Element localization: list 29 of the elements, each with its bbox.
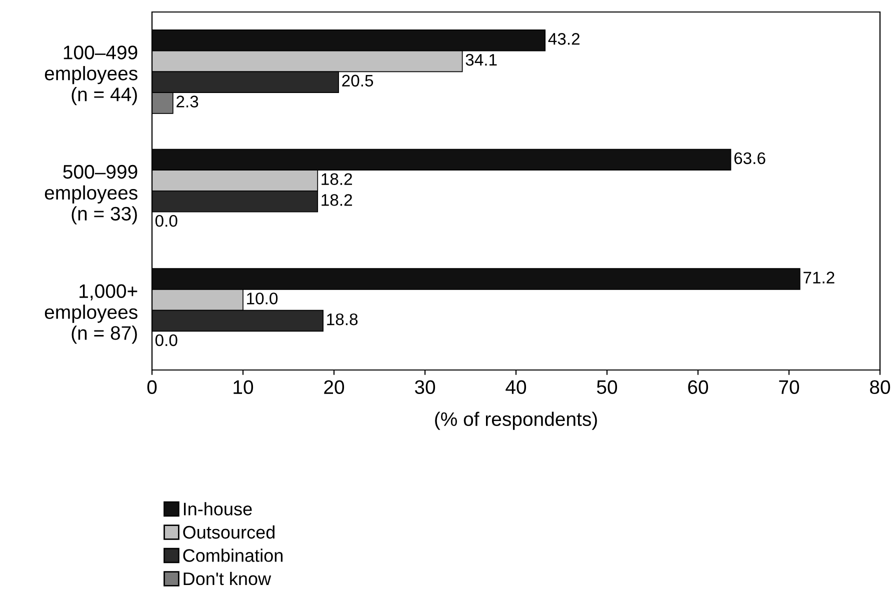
x-tick-label: 50 bbox=[596, 380, 618, 394]
x-tick-label: 0 bbox=[147, 380, 157, 394]
data-label: 0.0 bbox=[155, 214, 178, 227]
data-label: 18.2 bbox=[322, 173, 352, 186]
data-label: 0.0 bbox=[155, 334, 178, 346]
x-tick-label: 30 bbox=[414, 380, 436, 394]
x-tick-label: 20 bbox=[324, 380, 344, 394]
legend-label: In-house bbox=[184, 502, 252, 516]
data-label: 43.2 bbox=[548, 33, 580, 45]
x-tick-label: 40 bbox=[506, 380, 526, 394]
x-tick-label: 60 bbox=[688, 380, 708, 394]
data-label: 18.8 bbox=[327, 313, 358, 326]
x-axis-title: (% of respondents) bbox=[435, 412, 597, 430]
x-tick-label: 10 bbox=[234, 380, 254, 394]
legend-label: Combination bbox=[183, 548, 282, 562]
data-label: 20.5 bbox=[342, 74, 374, 87]
x-tick-label: 80 bbox=[870, 380, 890, 394]
x-tick-label: 70 bbox=[779, 380, 800, 394]
data-label: 10.0 bbox=[247, 292, 278, 304]
y-tick-label: 500–999 employees (n = 33) bbox=[44, 164, 138, 224]
data-label: 18.2 bbox=[322, 194, 352, 206]
data-label: 71.2 bbox=[804, 272, 834, 284]
data-label: 34.1 bbox=[466, 54, 497, 66]
y-tick-label: 1,000+ employees (n = 87) bbox=[44, 284, 138, 344]
legend-label: Don't know bbox=[184, 572, 272, 586]
data-label: 2.3 bbox=[176, 96, 198, 108]
legend-label: Outsourced bbox=[183, 525, 274, 539]
data-label: 63.6 bbox=[734, 152, 766, 164]
y-tick-label: 100–499 employees (n = 44) bbox=[44, 46, 138, 106]
